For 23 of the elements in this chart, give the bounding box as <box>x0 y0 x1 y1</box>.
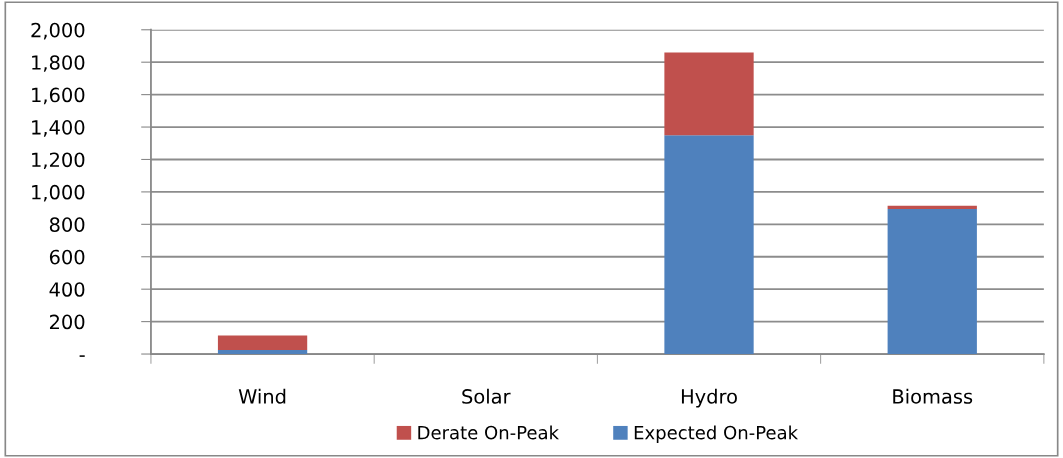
bar <box>664 52 754 136</box>
y-tick-label: 2,000 <box>31 22 85 40</box>
y-tick-label: 400 <box>49 282 85 297</box>
y-tick-label: - <box>79 355 85 357</box>
bar <box>664 135 754 355</box>
x-tick-label: Wind <box>238 388 286 404</box>
y-tick-label: 800 <box>49 217 85 232</box>
y-tick-label: 1,600 <box>32 87 85 105</box>
legend-label: Derate On-Peak <box>418 425 559 440</box>
bar <box>887 205 977 209</box>
y-tick-label: 1,200 <box>32 152 85 170</box>
y-tick-label: 1,400 <box>32 120 85 137</box>
y-tick-label: 600 <box>49 249 85 265</box>
y-tick-label: 1,000 <box>32 184 85 202</box>
y-tick-label: 200 <box>49 314 85 330</box>
y-tick-label: 1,800 <box>32 55 85 72</box>
bar <box>887 208 977 355</box>
bar <box>217 349 308 355</box>
legend-label: Expected On-Peak <box>634 425 799 443</box>
x-tick-label: Solar <box>462 388 511 404</box>
x-tick-label: Biomass <box>893 388 973 404</box>
x-tick-label: Hydro <box>681 388 737 408</box>
bar <box>217 335 308 350</box>
